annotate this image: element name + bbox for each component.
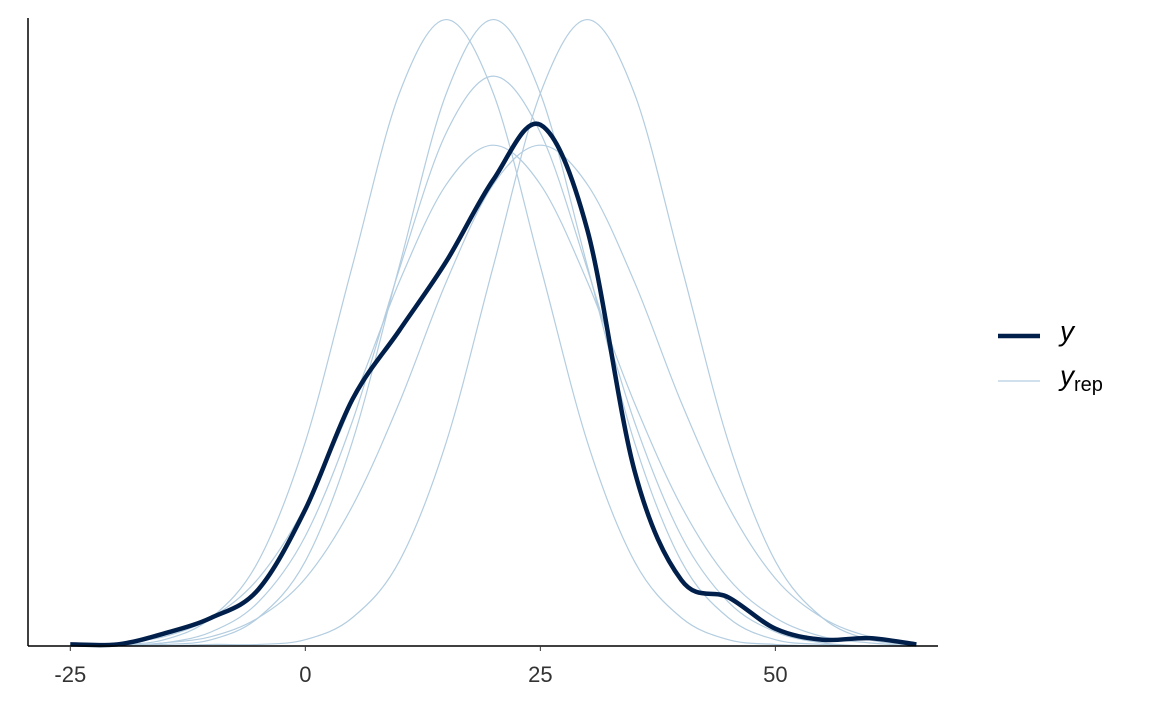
- x-tick-label: -25: [54, 662, 86, 687]
- x-tick-label: 25: [528, 662, 552, 687]
- legend-label: yrep: [1058, 360, 1103, 396]
- legend-label-sub: rep: [1074, 374, 1103, 396]
- x-tick-label: 50: [763, 662, 787, 687]
- yrep-curve: [70, 75, 917, 647]
- yrep-curve: [70, 18, 917, 647]
- y-curve: [70, 121, 917, 648]
- yrep-curve: [70, 18, 917, 647]
- yrep-curve: [70, 18, 917, 647]
- yrep-curve: [70, 144, 917, 647]
- legend-label: y: [1058, 315, 1076, 346]
- x-tick-label: 0: [299, 662, 311, 687]
- yrep-curve: [70, 144, 917, 647]
- legend-label-main: y: [1058, 360, 1076, 391]
